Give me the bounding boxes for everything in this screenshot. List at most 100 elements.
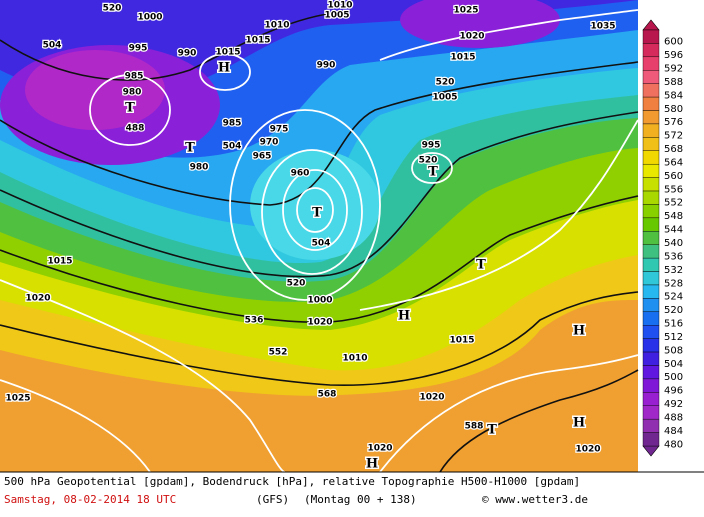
legend-label: 548: [664, 211, 683, 222]
legend-swatch: [642, 204, 660, 219]
legend-label: 596: [664, 50, 683, 61]
legend-label: 488: [664, 412, 683, 423]
contour-label: 995: [422, 141, 441, 151]
legend-label: 492: [664, 399, 683, 410]
legend-label: 580: [664, 104, 683, 115]
legend-swatch: [642, 137, 660, 151]
legend-swatch: [642, 378, 660, 393]
contour-label: 1015: [47, 257, 72, 267]
pressure-center: T: [125, 101, 135, 116]
legend-label: 536: [664, 251, 683, 262]
caption-copyright: © www.wetter3.de: [482, 493, 588, 506]
legend-label: 540: [664, 238, 683, 249]
contour-label: 1020: [367, 444, 392, 454]
pressure-center: H: [573, 324, 585, 339]
legend-label: 528: [664, 278, 683, 289]
legend-label: 568: [664, 144, 683, 155]
legend-swatch: [642, 405, 660, 420]
legend-swatch: [642, 177, 660, 192]
legend-swatch: [642, 244, 660, 259]
contour-label: 488: [126, 124, 145, 134]
legend-label: 588: [664, 77, 683, 88]
contour-label: 1020: [575, 445, 600, 455]
legend-label: 480: [664, 439, 683, 450]
contour-label: 980: [123, 88, 142, 98]
legend-swatch: [642, 271, 660, 286]
pressure-center: T: [312, 206, 322, 221]
contour-label: 985: [223, 119, 242, 129]
contour-label: 1010: [342, 354, 367, 364]
legend-label: 484: [664, 426, 683, 437]
caption-run: (Montag 00 + 138): [304, 493, 417, 506]
contour-label: 1035: [590, 22, 615, 32]
contour-label: 504: [312, 239, 331, 249]
contour-label: 520: [436, 78, 455, 88]
contour-label: 1005: [324, 11, 349, 21]
pressure-center: T: [185, 141, 195, 156]
legend-label: 508: [664, 345, 683, 356]
contour-label: 1015: [215, 48, 240, 58]
contour-label: 985: [125, 72, 144, 82]
contour-label: 1010: [327, 1, 352, 11]
legend-swatch: [642, 96, 660, 111]
legend-swatch: [642, 365, 660, 380]
contour-label: 520: [419, 156, 438, 166]
legend-swatch: [642, 190, 660, 205]
legend-label: 592: [664, 64, 683, 75]
caption-title: 500 hPa Geopotential [gpdam], Bodendruck…: [4, 475, 580, 488]
contour-label: 536: [245, 316, 264, 326]
legend-swatch: [642, 257, 660, 272]
legend-swatch: [642, 150, 660, 165]
legend-label: 544: [664, 225, 683, 236]
legend-label: 572: [664, 131, 683, 142]
contour-label: 1015: [245, 36, 270, 46]
contour-label: 588: [465, 422, 484, 432]
legend-swatch: [642, 418, 660, 433]
legend-label: 512: [664, 332, 683, 343]
legend-swatch: [642, 70, 660, 84]
pressure-center: H: [573, 416, 585, 431]
pressure-center: T: [487, 423, 497, 438]
legend-label: 496: [664, 386, 683, 397]
legend-label: 576: [664, 117, 683, 128]
contour-label: 1025: [5, 394, 30, 404]
contour-label: 1015: [450, 53, 475, 63]
contour-label: 1020: [459, 32, 484, 42]
legend-label: 552: [664, 198, 683, 209]
caption-date: Samstag, 08-02-2014 18 UTC: [4, 493, 176, 506]
legend-swatch: [642, 56, 660, 71]
contour-label: 504: [223, 142, 242, 152]
legend-swatch: [642, 123, 660, 138]
legend-swatch: [642, 284, 660, 299]
legend-swatch: [642, 231, 660, 245]
contour-label: 960: [291, 169, 310, 179]
legend-swatch: [642, 298, 660, 313]
legend-swatch: [642, 83, 660, 98]
legend-swatch: [642, 392, 660, 406]
pressure-center: H: [218, 61, 230, 76]
legend-swatch: [642, 163, 660, 178]
contour-label: 552: [269, 348, 288, 358]
contour-label: 1000: [137, 13, 162, 23]
contour-label: 504: [43, 41, 62, 51]
contour-label: 1000: [307, 296, 332, 306]
contour-label: 990: [178, 49, 197, 59]
contour-label: 568: [318, 390, 337, 400]
legend-swatch: [642, 43, 660, 58]
legend-label: 500: [664, 372, 683, 383]
legend-swatch: [642, 432, 660, 447]
contour-label: 965: [253, 152, 272, 162]
contour-label: 1020: [419, 393, 444, 403]
contour-label: 1025: [453, 6, 478, 16]
legend-label: 516: [664, 319, 683, 330]
pressure-center: T: [476, 258, 486, 273]
legend-label: 520: [664, 305, 683, 316]
legend-label: 532: [664, 265, 683, 276]
contour-label: 995: [129, 44, 148, 54]
pressure-center: H: [398, 309, 410, 324]
legend-swatch: [642, 325, 660, 339]
legend-label: 524: [664, 292, 683, 303]
legend-swatch: [642, 338, 660, 353]
pressure-center: H: [366, 457, 378, 472]
